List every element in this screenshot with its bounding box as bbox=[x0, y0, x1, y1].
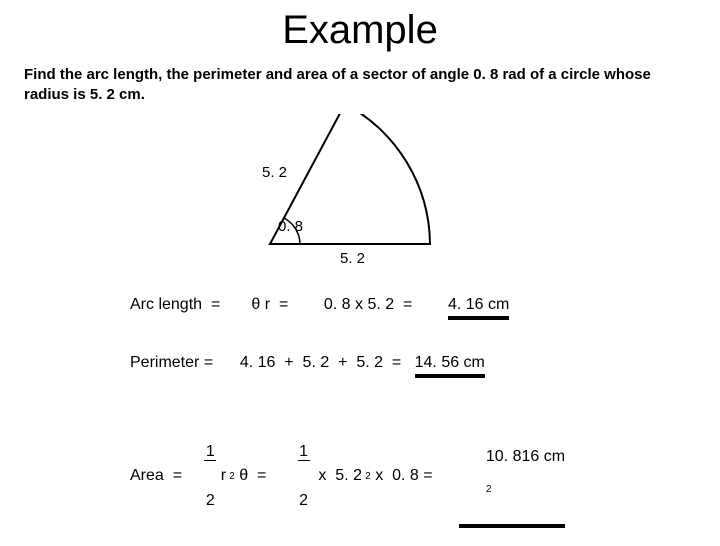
perimeter-step: 4. 16 + 5. 2 + 5. 2 = bbox=[240, 354, 401, 372]
sector-diagram: 5. 2 0. 8 5. 2 bbox=[0, 106, 720, 286]
arc-label: Arc length bbox=[130, 296, 202, 314]
equals: = bbox=[173, 467, 182, 485]
half-fraction-2: 1 2 bbox=[298, 412, 310, 541]
area-row: Area = 1 2 r 2 θ = 1 2 x 5. 2 2 x 0. 8 =… bbox=[130, 412, 680, 541]
perimeter-row: Perimeter = 4. 16 + 5. 2 + 5. 2 = 14. 56… bbox=[130, 354, 680, 372]
area-theta: θ = bbox=[235, 467, 267, 485]
problem-statement: Find the arc length, the perimeter and a… bbox=[0, 53, 720, 106]
area-answer: 10. 816 cm 2 bbox=[459, 430, 565, 521]
page-title: Example bbox=[0, 0, 720, 53]
sector-svg bbox=[240, 114, 460, 264]
arc-answer: 4. 16 cm bbox=[448, 296, 509, 314]
equals: = bbox=[211, 296, 220, 314]
radius-bottom-label: 5. 2 bbox=[340, 250, 365, 267]
radius-left-label: 5. 2 bbox=[262, 164, 287, 181]
area-label: Area bbox=[130, 467, 164, 485]
equals: = bbox=[204, 354, 213, 372]
perimeter-label: Perimeter bbox=[130, 354, 199, 372]
perimeter-answer: 14. 56 cm bbox=[415, 354, 485, 372]
arc-formula: θ r = bbox=[251, 296, 288, 314]
half-fraction: 1 2 bbox=[204, 412, 216, 541]
arc-step: 0. 8 x 5. 2 = bbox=[324, 296, 413, 314]
area-step-tail: x 0. 8 = bbox=[371, 467, 433, 485]
arc-length-row: Arc length = θ r = 0. 8 x 5. 2 = 4. 16 c… bbox=[130, 296, 680, 314]
calculations: Arc length = θ r = 0. 8 x 5. 2 = 4. 16 c… bbox=[0, 286, 720, 546]
angle-label: 0. 8 bbox=[278, 218, 303, 235]
